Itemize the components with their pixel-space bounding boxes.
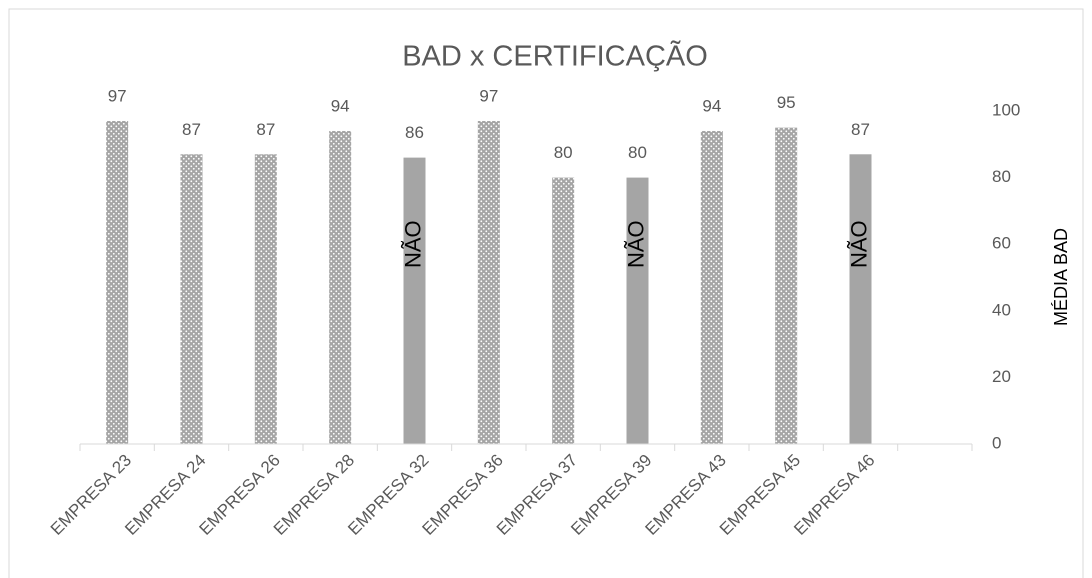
- y-tick-label: 0: [992, 433, 1001, 452]
- bar: [106, 120, 129, 445]
- chart-title: BAD x CERTIFICAÇÃO: [402, 39, 708, 73]
- bar: [626, 177, 649, 444]
- data-label: 87: [256, 120, 275, 139]
- data-label: 97: [479, 86, 498, 105]
- data-label: 86: [405, 123, 424, 142]
- data-label: 87: [182, 120, 201, 139]
- y-tick-label: 20: [992, 367, 1011, 386]
- bar: [700, 130, 723, 445]
- bar-annotation: NÃO: [623, 220, 648, 268]
- y-axis-title: MÉDIA BAD: [1051, 228, 1071, 326]
- bar: [403, 157, 426, 444]
- data-label: 94: [702, 96, 721, 115]
- y-tick-label: 60: [992, 234, 1011, 253]
- bar: [180, 154, 203, 445]
- y-tick-label: 100: [992, 100, 1020, 119]
- bar-annotation: NÃO: [400, 220, 425, 268]
- y-tick-label: 80: [992, 167, 1011, 186]
- y-tick-label: 40: [992, 300, 1011, 319]
- bar: [775, 127, 798, 445]
- bar: [849, 154, 872, 445]
- data-label: 87: [851, 120, 870, 139]
- bar: [254, 154, 277, 445]
- bar: [552, 177, 575, 444]
- data-label: 95: [777, 93, 796, 112]
- bar: [477, 120, 500, 445]
- data-label: 97: [108, 86, 127, 105]
- data-label: 94: [331, 96, 350, 115]
- bar: [329, 130, 352, 445]
- data-label: 80: [554, 143, 573, 162]
- data-label: 80: [628, 143, 647, 162]
- bar-annotation: NÃO: [846, 220, 871, 268]
